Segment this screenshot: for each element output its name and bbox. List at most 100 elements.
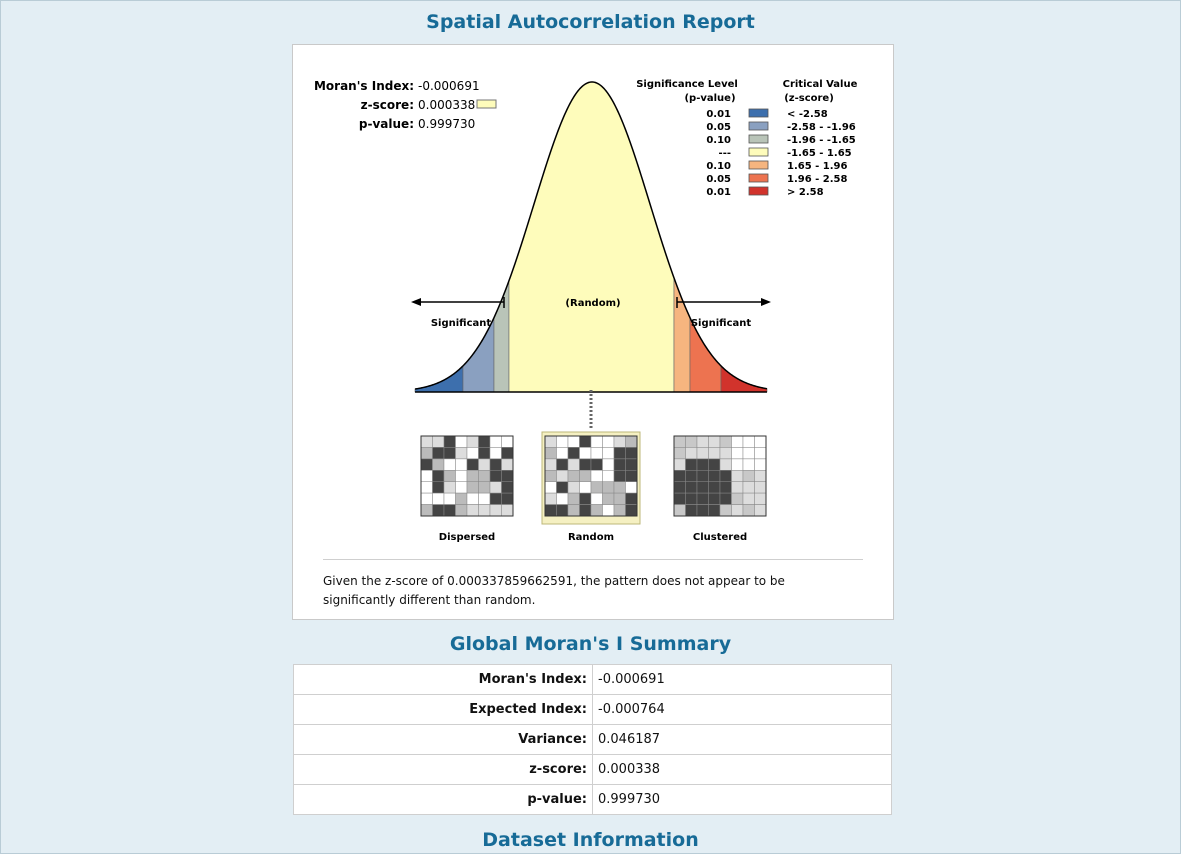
map-cell [501, 504, 514, 517]
map-cell [602, 504, 615, 517]
map-cell [708, 435, 721, 448]
map-cell [420, 481, 433, 494]
map-cell [443, 481, 456, 494]
map-cell [590, 470, 603, 482]
map-cell [478, 492, 491, 505]
stat-label-z-score: z-score: [361, 98, 414, 112]
map-cell [567, 458, 580, 471]
map-cell [742, 481, 755, 494]
map-cell [501, 435, 514, 448]
table-row: p-value: 0.999730 [293, 784, 892, 815]
legend-crit-subheader: (z-score) [784, 93, 834, 104]
map-cell [432, 458, 445, 471]
dataset-title: Dataset Information [482, 829, 699, 851]
map-cell [556, 435, 569, 448]
legend-p-value: 0.01 [706, 187, 731, 198]
legend-swatch [748, 186, 769, 196]
map-cell [544, 447, 557, 460]
map-cell [696, 470, 709, 482]
map-cell [455, 492, 468, 505]
map-cell [443, 470, 456, 482]
legend-swatch [748, 173, 769, 183]
map-cell [754, 492, 767, 505]
map-cell [489, 458, 502, 471]
map-cell [501, 447, 514, 460]
map-cell [432, 470, 445, 482]
table-row: Variance: 0.046187 [293, 724, 892, 755]
map-cell [432, 504, 445, 517]
map-cell [602, 470, 615, 482]
map-cell [708, 504, 721, 517]
map-cell [590, 481, 603, 494]
legend-p-value: 0.10 [706, 135, 731, 146]
legend-sig-subheader: (p-value) [684, 93, 735, 104]
pattern-thumbnail: Random [541, 431, 641, 543]
map-cell [602, 481, 615, 494]
curve-band [673, 277, 691, 393]
map-cell [602, 435, 615, 448]
map-cell [443, 458, 456, 471]
map-cell [432, 435, 445, 448]
legend-z-range: -1.65 - 1.65 [787, 148, 852, 159]
map-cell [673, 470, 686, 482]
map-cell [579, 492, 592, 505]
map-cell [708, 481, 721, 494]
map-cell [731, 492, 744, 505]
thumbnail-frame [673, 435, 767, 517]
map-cell [613, 458, 626, 471]
normal-curve [414, 81, 768, 393]
map-cell [420, 435, 433, 448]
map-cell [432, 492, 445, 505]
map-cell [613, 492, 626, 505]
map-cell [696, 435, 709, 448]
map-cell [742, 447, 755, 460]
map-cell [625, 458, 638, 471]
legend-z-range: -1.96 - -1.65 [787, 135, 856, 146]
summary-title: Global Moran's I Summary [449, 633, 732, 655]
report-graphic: Moran's Index: -0.000691 z-score: 0.0003… [314, 79, 858, 543]
map-cell [719, 481, 732, 494]
description-divider [323, 559, 863, 560]
summary-label: z-score: [293, 754, 593, 785]
map-cell [501, 481, 514, 494]
map-cell [754, 470, 767, 482]
table-row: z-score: 0.000338 [293, 754, 892, 785]
map-cell [685, 481, 698, 494]
map-cell [501, 470, 514, 482]
map-cell [556, 447, 569, 460]
map-cell [579, 470, 592, 482]
map-cell [731, 470, 744, 482]
map-cell [719, 458, 732, 471]
map-cell [478, 458, 491, 471]
map-cell [613, 470, 626, 482]
map-cell [625, 481, 638, 494]
stats-block: Moran's Index: -0.000691 z-score: 0.0003… [314, 79, 497, 131]
map-cell [754, 435, 767, 448]
map-cell [731, 458, 744, 471]
map-cell [731, 481, 744, 494]
map-cell [742, 504, 755, 517]
map-cell [544, 504, 557, 517]
map-cell [625, 435, 638, 448]
map-cell [432, 447, 445, 460]
map-cell [544, 458, 557, 471]
legend-swatch [748, 121, 769, 131]
map-cell [478, 447, 491, 460]
map-cell [613, 447, 626, 460]
map-cell [673, 435, 686, 448]
summary-value: 0.999730 [592, 784, 892, 815]
report-title: Spatial Autocorrelation Report [426, 11, 755, 33]
map-cell [742, 435, 755, 448]
significant-left-label: Significant [431, 318, 492, 329]
map-cell [625, 470, 638, 482]
curve-outline [414, 81, 768, 390]
pattern-thumbnails: Dispersed Random Clustered [420, 431, 767, 543]
map-cell [754, 504, 767, 517]
map-cell [673, 504, 686, 517]
map-cell [501, 458, 514, 471]
map-cell [754, 458, 767, 471]
significant-right-arrow [676, 297, 771, 308]
map-cell [443, 492, 456, 505]
map-cell [544, 481, 557, 494]
map-cell [673, 481, 686, 494]
